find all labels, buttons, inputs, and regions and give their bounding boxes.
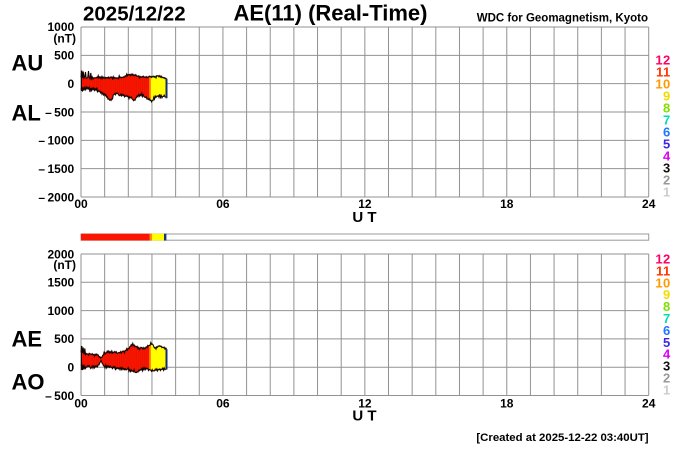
svg-text:6: 6 — [663, 125, 671, 140]
svg-text:10: 10 — [655, 275, 670, 290]
svg-text:500: 500 — [54, 49, 74, 63]
svg-text:3: 3 — [663, 161, 671, 176]
svg-text:WDC for Geomagnetism, Kyoto: WDC for Geomagnetism, Kyoto — [477, 12, 648, 24]
svg-text:18: 18 — [500, 197, 514, 211]
svg-text:– 1500: – 1500 — [38, 162, 74, 176]
svg-text:3: 3 — [663, 359, 671, 374]
svg-text:2025/12/22: 2025/12/22 — [83, 3, 186, 26]
svg-text:24: 24 — [642, 396, 656, 410]
svg-text:– 1000: – 1000 — [38, 134, 74, 148]
svg-text:1: 1 — [663, 185, 671, 200]
svg-text:1500: 1500 — [47, 276, 74, 290]
svg-text:2000: 2000 — [47, 247, 74, 261]
svg-text:U T: U T — [352, 408, 376, 425]
svg-text:12: 12 — [358, 396, 372, 410]
svg-text:9: 9 — [663, 287, 671, 302]
svg-text:12: 12 — [358, 197, 372, 211]
svg-text:4: 4 — [663, 347, 671, 362]
svg-text:(nT): (nT) — [53, 258, 76, 272]
svg-text:0: 0 — [68, 361, 75, 375]
svg-text:12: 12 — [655, 53, 670, 68]
svg-text:5: 5 — [663, 335, 671, 350]
svg-text:(nT): (nT) — [53, 31, 76, 45]
svg-text:1000: 1000 — [47, 304, 74, 318]
svg-text:AL: AL — [12, 101, 41, 126]
svg-text:00: 00 — [74, 396, 88, 410]
svg-text:18: 18 — [500, 396, 514, 410]
svg-text:AE: AE — [12, 327, 43, 352]
svg-text:7: 7 — [663, 311, 671, 326]
svg-text:24: 24 — [642, 197, 656, 211]
svg-text:12: 12 — [655, 252, 670, 267]
svg-text:8: 8 — [663, 299, 671, 314]
svg-text:0: 0 — [68, 77, 75, 91]
svg-text:AU: AU — [12, 50, 44, 75]
svg-text:4: 4 — [663, 149, 671, 164]
svg-text:500: 500 — [54, 332, 74, 346]
svg-text:06: 06 — [216, 197, 230, 211]
svg-text:2: 2 — [663, 173, 671, 188]
svg-text:06: 06 — [216, 396, 230, 410]
svg-text:00: 00 — [74, 197, 88, 211]
svg-text:11: 11 — [656, 263, 671, 278]
svg-text:AO: AO — [12, 370, 45, 395]
svg-text:– 2000: – 2000 — [38, 190, 74, 204]
svg-text:6: 6 — [663, 323, 671, 338]
svg-text:1: 1 — [663, 382, 671, 397]
svg-text:2: 2 — [663, 371, 671, 386]
svg-text:AE(11) (Real-Time): AE(11) (Real-Time) — [234, 0, 428, 25]
svg-text:10: 10 — [655, 77, 670, 92]
svg-text:[Created at 2025-12-22 03:40UT: [Created at 2025-12-22 03:40UT] — [476, 432, 648, 444]
svg-text:8: 8 — [663, 101, 671, 116]
svg-text:U T: U T — [352, 209, 376, 226]
svg-text:1000: 1000 — [47, 20, 74, 34]
svg-text:11: 11 — [656, 65, 671, 80]
svg-text:– 500: – 500 — [45, 105, 74, 119]
svg-text:9: 9 — [663, 89, 671, 104]
svg-text:– 500: – 500 — [45, 389, 74, 403]
svg-text:7: 7 — [663, 113, 671, 128]
svg-text:5: 5 — [663, 137, 671, 152]
